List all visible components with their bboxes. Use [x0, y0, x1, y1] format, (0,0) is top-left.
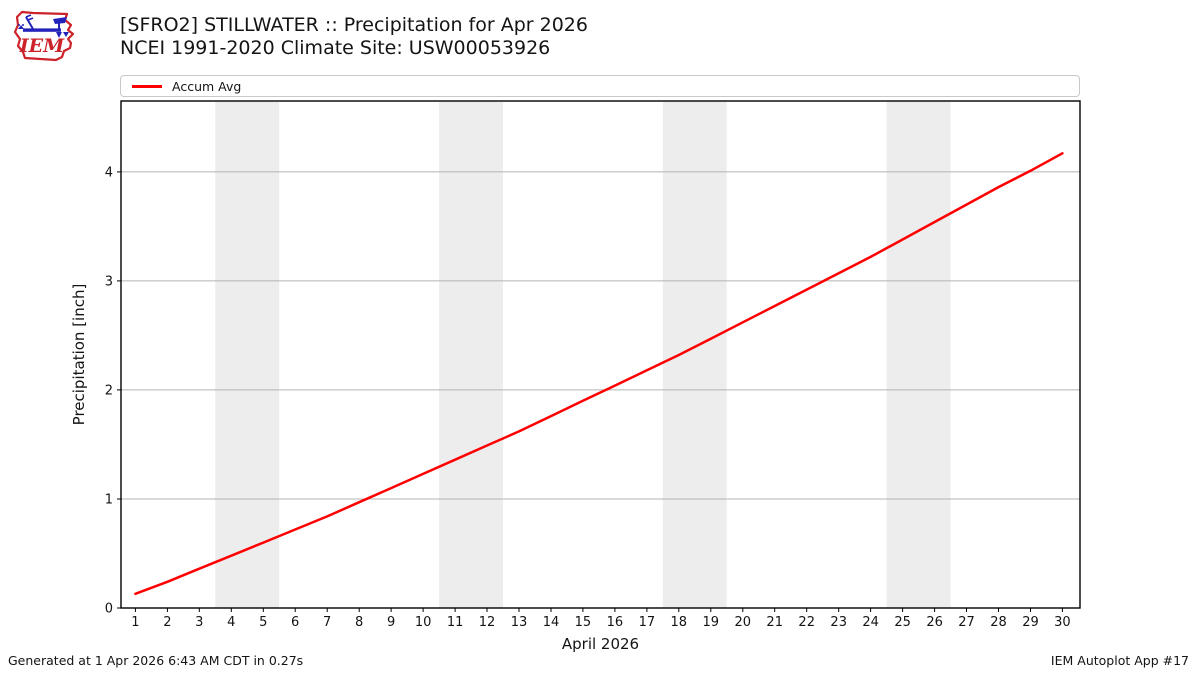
x-tick-label: 25	[894, 615, 911, 630]
x-tick-label: 26	[926, 615, 943, 630]
weekend-band	[215, 101, 280, 608]
x-tick-label: 19	[703, 615, 720, 630]
x-tick-label: 20	[735, 615, 752, 630]
x-tick-label: 24	[862, 615, 879, 630]
title-block: [SFRO2] STILLWATER :: Precipitation for …	[120, 14, 588, 60]
x-tick-label: 10	[415, 615, 432, 630]
x-tick-label: 13	[511, 615, 528, 630]
x-tick-label: 14	[543, 615, 560, 630]
chart-subtitle: NCEI 1991-2020 Climate Site: USW00053926	[120, 37, 551, 59]
x-tick-label: 12	[479, 615, 496, 630]
weekend-band	[439, 101, 503, 608]
y-tick-label: 2	[105, 383, 113, 398]
weekend-band	[662, 101, 727, 608]
app-credit: IEM Autoplot App #17	[1050, 653, 1189, 668]
logo-iem-text: IEM	[19, 35, 65, 57]
iem-logo: IEM	[13, 10, 75, 62]
x-tick-label: 6	[291, 615, 299, 630]
x-tick-label: 18	[671, 615, 688, 630]
x-tick-label: 8	[355, 615, 363, 630]
accum-avg-line-swatch	[132, 84, 162, 88]
weekend-band	[886, 101, 951, 608]
x-tick-label: 28	[990, 615, 1007, 630]
x-tick-label: 9	[387, 615, 395, 630]
weather-vane-drawing	[18, 14, 69, 38]
x-tick-label: 2	[163, 615, 171, 630]
x-tick-label: 7	[323, 615, 331, 630]
accum-avg-line	[134, 152, 1064, 596]
y-tick-label: 4	[105, 165, 113, 180]
x-tick-label: 4	[227, 615, 235, 630]
chart-title: [SFRO2] STILLWATER :: Precipitation for …	[120, 14, 588, 36]
y-tick-label: 1	[105, 493, 113, 508]
y-tick-label: 0	[105, 602, 113, 617]
x-tick-label: 11	[447, 615, 464, 630]
x-tick-label: 1	[131, 615, 139, 630]
x-tick-label: 29	[1022, 615, 1039, 630]
legend-box: Accum Avg	[120, 75, 1080, 97]
x-tick-label: 27	[958, 615, 975, 630]
x-tick-label: 3	[195, 615, 203, 630]
x-tick-label: 30	[1054, 615, 1071, 630]
generated-timestamp: Generated at 1 Apr 2026 6:43 AM CDT in 0…	[8, 653, 304, 668]
y-tick-label: 3	[105, 274, 113, 289]
legend-label: Accum Avg	[172, 78, 242, 94]
x-tick-label: 5	[259, 615, 267, 630]
x-tick-label: 23	[830, 615, 847, 630]
plot-frame	[120, 100, 1081, 609]
x-axis-label: April 2026	[562, 635, 639, 653]
y-axis-label: Precipitation [inch]	[70, 284, 88, 426]
x-tick-label: 15	[575, 615, 592, 630]
x-tick-label: 17	[639, 615, 656, 630]
x-tick-label: 16	[607, 615, 624, 630]
x-tick-label: 21	[766, 615, 783, 630]
x-tick-label: 22	[798, 615, 815, 630]
